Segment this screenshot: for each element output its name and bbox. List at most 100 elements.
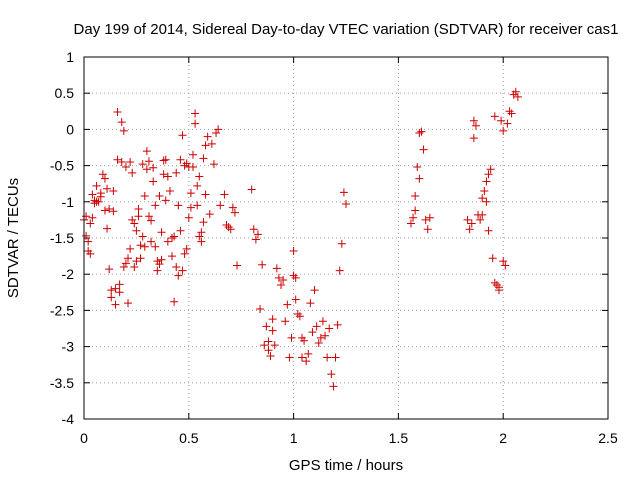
data-point [297,353,306,362]
y-tick-label: -2.5 [50,302,74,318]
x-tick-label: 1.5 [389,430,409,446]
data-point [421,215,430,224]
data-point [168,234,177,242]
data-point [467,219,476,228]
data-point [281,317,290,326]
data-point [140,242,149,251]
data-point [136,254,145,263]
y-tick-label: -3.5 [50,375,74,391]
data-point [226,225,235,234]
data-point [209,160,218,169]
data-point [109,186,118,195]
data-point [82,212,91,221]
data-point [186,189,195,198]
data-point [157,255,166,264]
data-point [277,281,286,290]
data-point [423,225,432,234]
data-point [186,203,195,212]
data-point [283,300,292,309]
data-point [124,299,133,308]
y-tick-label: 0 [66,121,74,137]
data-point [274,273,283,282]
data-point [165,186,174,195]
data-point [214,125,223,134]
data-point [268,326,277,335]
data-point [339,188,348,197]
data-point [495,283,504,292]
data-point [228,203,237,212]
data-point [492,281,501,290]
data-point [103,224,112,233]
data-point [488,254,497,263]
data-point [497,116,506,125]
data-point [117,118,126,127]
data-point [115,280,124,289]
data-point [511,87,520,96]
data-point [484,170,493,179]
data-point [103,184,112,193]
data-point [170,297,179,306]
data-point [285,353,294,362]
data-point [182,244,191,253]
data-point [224,223,233,232]
data-point [105,205,114,214]
data-point [337,239,346,248]
data-point [233,261,242,270]
data-point [325,324,334,333]
data-point [308,328,317,337]
data-point [121,259,130,268]
data-point [482,197,491,206]
y-tick-label: 0.5 [55,85,75,101]
data-point [105,265,114,274]
data-point [138,232,147,241]
data-point [499,257,508,266]
data-point [94,197,103,206]
data-point [505,107,514,116]
data-point [287,333,296,342]
data-point [203,132,212,141]
data-point [174,201,183,210]
data-point [469,116,478,125]
data-point [207,139,216,148]
data-point [180,161,189,170]
data-point [140,192,149,201]
data-point [289,271,298,280]
data-point [249,225,258,234]
data-point [342,199,350,208]
data-point [184,213,193,222]
data-point [147,237,156,246]
y-tick-label: 1 [66,49,74,65]
data-point [312,322,321,331]
data-point [300,336,309,345]
data-point [155,192,164,201]
data-point [142,165,151,174]
data-point [478,210,487,219]
data-point [193,181,202,190]
data-point [258,260,267,269]
data-point [291,295,300,304]
data-point [220,190,229,199]
data-point [314,338,323,347]
data-point [293,310,302,319]
data-point [155,260,164,269]
y-tick-label: -0.5 [50,158,74,174]
data-point [333,320,342,329]
data-point [264,337,273,346]
x-tick-label: 0.5 [179,430,199,446]
data-point [272,264,281,273]
data-point [264,346,273,355]
data-point [247,185,256,194]
data-point [111,284,120,293]
data-point [197,228,206,237]
data-point [147,216,156,225]
data-point [415,174,424,183]
data-point [176,226,185,235]
data-point [88,190,97,199]
data-point [318,317,327,326]
data-point [323,353,332,362]
data-point [142,147,151,156]
data-point [413,163,422,172]
data-point [262,322,271,331]
data-point [168,252,177,261]
